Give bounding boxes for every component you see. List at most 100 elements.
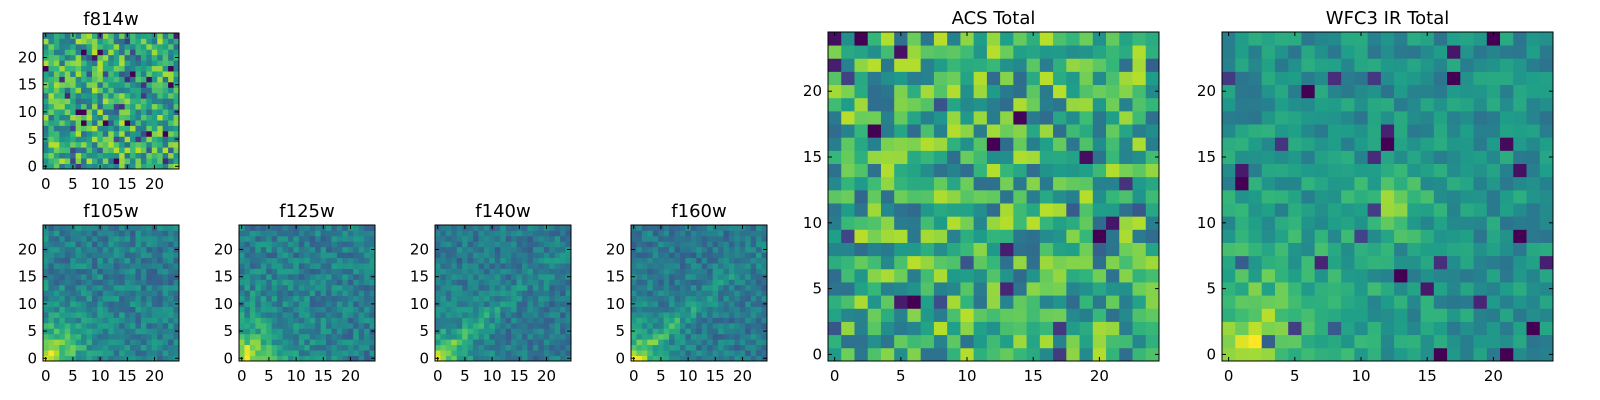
heatmap-cell: [636, 257, 643, 264]
heatmap-cell: [91, 225, 98, 231]
heatmap-cell: [1013, 97, 1027, 112]
heatmap-cell: [75, 306, 82, 313]
heatmap-cell: [1420, 295, 1435, 309]
heatmap-cell: [685, 252, 692, 259]
heatmap-cell: [554, 306, 561, 313]
heatmap-cell: [1235, 84, 1249, 99]
heatmap-cell: [483, 317, 490, 324]
heatmap-cell: [91, 263, 98, 269]
heatmap-cell: [527, 225, 534, 231]
y-tick-label: 20: [606, 240, 625, 258]
heatmap-cell: [331, 268, 338, 275]
heatmap-cell: [739, 284, 746, 291]
heatmap-cell: [1079, 308, 1094, 322]
heatmap-cell: [1053, 137, 1067, 151]
heatmap-cell: [960, 45, 975, 59]
heatmap-cell: [1513, 203, 1527, 217]
heatmap-cell: [1013, 282, 1027, 296]
heatmap-cell: [483, 312, 490, 318]
heatmap-cell: [140, 230, 147, 237]
heatmap-cell: [119, 344, 125, 351]
heatmap-cell: [669, 263, 675, 269]
heatmap-cell: [867, 45, 882, 59]
heatmap-cell: [478, 350, 485, 356]
heatmap-cell: [1354, 124, 1369, 138]
heatmap-cell: [532, 246, 539, 253]
heatmap-cell: [543, 263, 550, 269]
heatmap-cell: [1394, 203, 1408, 217]
heatmap-cell: [91, 114, 98, 121]
heatmap-cell: [304, 235, 311, 242]
heatmap-cell: [1539, 295, 1554, 309]
heatmap-cell: [1539, 229, 1554, 243]
heatmap-cell: [249, 350, 256, 356]
heatmap-cell: [636, 268, 643, 275]
heatmap-cell: [162, 92, 169, 99]
heatmap-cell: [456, 241, 463, 248]
heatmap-cell: [986, 347, 1001, 362]
heatmap-cell: [64, 43, 71, 50]
heatmap-cell: [1513, 268, 1527, 283]
heatmap-cell: [647, 301, 654, 307]
heatmap-cell: [505, 230, 512, 237]
heatmap-cell: [658, 252, 665, 259]
heatmap-cell: [81, 350, 87, 356]
heatmap-cell: [369, 279, 376, 286]
heatmap-cell: [108, 339, 115, 346]
heatmap-cell: [146, 355, 153, 362]
heatmap-cell: [255, 246, 262, 253]
heatmap-cell: [168, 38, 174, 45]
heatmap-cell: [1341, 334, 1355, 349]
heatmap-cell: [146, 328, 153, 335]
heatmap-cell: [841, 84, 855, 99]
heatmap-cell: [462, 230, 469, 237]
heatmap-cell: [151, 350, 158, 356]
heatmap-cell: [750, 290, 757, 297]
heatmap-cell: [674, 344, 681, 351]
heatmap-cell: [631, 339, 637, 346]
heatmap-cell: [1261, 295, 1276, 309]
heatmap-cell: [854, 176, 869, 191]
heatmap-cell: [489, 317, 496, 324]
heatmap-cell: [973, 203, 988, 217]
heatmap-cell: [674, 290, 681, 297]
heatmap-cell: [86, 81, 93, 88]
panel-title: f125w: [279, 201, 334, 222]
heatmap-cell: [828, 308, 842, 322]
heatmap-cell: [739, 230, 746, 237]
heatmap-cell: [647, 344, 654, 351]
heatmap-cell: [1420, 308, 1435, 322]
heatmap-cell: [828, 45, 842, 59]
heatmap-cell: [712, 350, 719, 356]
heatmap-cell: [483, 284, 490, 291]
heatmap-cell: [277, 322, 283, 329]
heatmap-cell: [173, 71, 180, 77]
heatmap-cell: [894, 189, 908, 204]
heatmap-cell: [445, 246, 452, 253]
heatmap-cell: [81, 125, 87, 132]
heatmap-cell: [70, 290, 77, 297]
heatmap-cell: [347, 333, 354, 340]
heatmap-cell: [658, 312, 665, 318]
heatmap-cell: [266, 312, 273, 318]
heatmap-cell: [440, 328, 447, 335]
heatmap-cell: [369, 252, 376, 259]
heatmap-cell: [516, 328, 523, 335]
heatmap-cell: [347, 241, 354, 248]
heatmap-cell: [690, 290, 697, 297]
heatmap-cell: [960, 58, 975, 72]
heatmap-cell: [756, 246, 762, 253]
heatmap-cell: [1079, 203, 1094, 217]
heatmap-cell: [326, 230, 332, 237]
heatmap-cell: [1500, 334, 1514, 349]
heatmap-cell: [828, 137, 842, 151]
heatmap-cell: [168, 290, 174, 297]
heatmap-cell: [445, 225, 452, 231]
heatmap-cell: [282, 322, 289, 329]
heatmap-cell: [1248, 137, 1263, 151]
heatmap-cell: [271, 263, 278, 269]
heatmap-cell: [70, 279, 77, 286]
heatmap-cell: [1314, 58, 1329, 72]
heatmap-cell: [239, 279, 245, 286]
heatmap-cell: [1407, 203, 1421, 217]
